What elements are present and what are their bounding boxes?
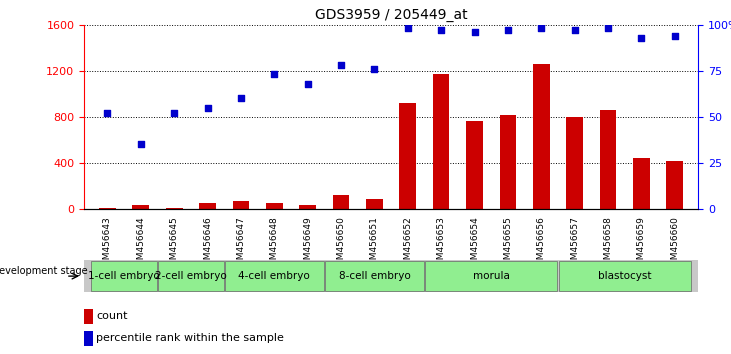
Point (235, 96, 247, 101)
Point (102, 110, 113, 116)
Bar (533, 64, 550, 209)
Bar (558, 262, 691, 291)
Point (535, 25, 547, 31)
Point (669, 33, 681, 39)
Bar (399, 103, 416, 209)
Text: development stage: development stage (0, 266, 88, 276)
Point (168, 110, 180, 116)
Bar (633, 158, 650, 209)
Bar (299, 205, 316, 209)
Point (135, 142, 147, 147)
Bar (225, 262, 324, 291)
Text: 8-cell embryo: 8-cell embryo (338, 271, 410, 281)
Text: percentile rank within the sample: percentile rank within the sample (96, 333, 284, 343)
Bar (333, 195, 349, 209)
Bar (366, 199, 383, 209)
Text: count: count (96, 312, 127, 321)
Bar (425, 262, 557, 291)
Bar (325, 262, 424, 291)
Bar (99, 208, 115, 209)
Point (202, 105, 213, 110)
Bar (84, 331, 93, 346)
Bar (84, 309, 93, 324)
Point (602, 25, 614, 31)
Point (268, 72, 280, 77)
Bar (91, 262, 157, 291)
Text: 1-cell embryo: 1-cell embryo (88, 271, 160, 281)
Bar (132, 205, 149, 209)
Bar (667, 161, 683, 209)
Bar (158, 262, 224, 291)
Bar (433, 74, 450, 209)
Point (302, 81, 314, 86)
Text: 4-cell embryo: 4-cell embryo (238, 271, 310, 281)
Bar (232, 201, 249, 209)
Point (635, 35, 647, 40)
Bar (266, 202, 283, 209)
Text: blastocyst: blastocyst (598, 271, 651, 281)
Bar (567, 117, 583, 209)
Point (336, 62, 347, 68)
Bar (199, 203, 216, 209)
Bar (499, 115, 516, 209)
Bar (466, 121, 483, 209)
Point (368, 66, 380, 72)
Text: 2-cell embryo: 2-cell embryo (155, 271, 227, 281)
Text: morula: morula (473, 271, 510, 281)
Bar (166, 208, 183, 209)
Point (435, 28, 447, 33)
Title: GDS3959 / 205449_at: GDS3959 / 205449_at (315, 8, 467, 22)
Bar (599, 110, 616, 209)
Point (469, 29, 480, 35)
Point (402, 25, 414, 31)
Point (569, 28, 580, 33)
Point (502, 28, 514, 33)
